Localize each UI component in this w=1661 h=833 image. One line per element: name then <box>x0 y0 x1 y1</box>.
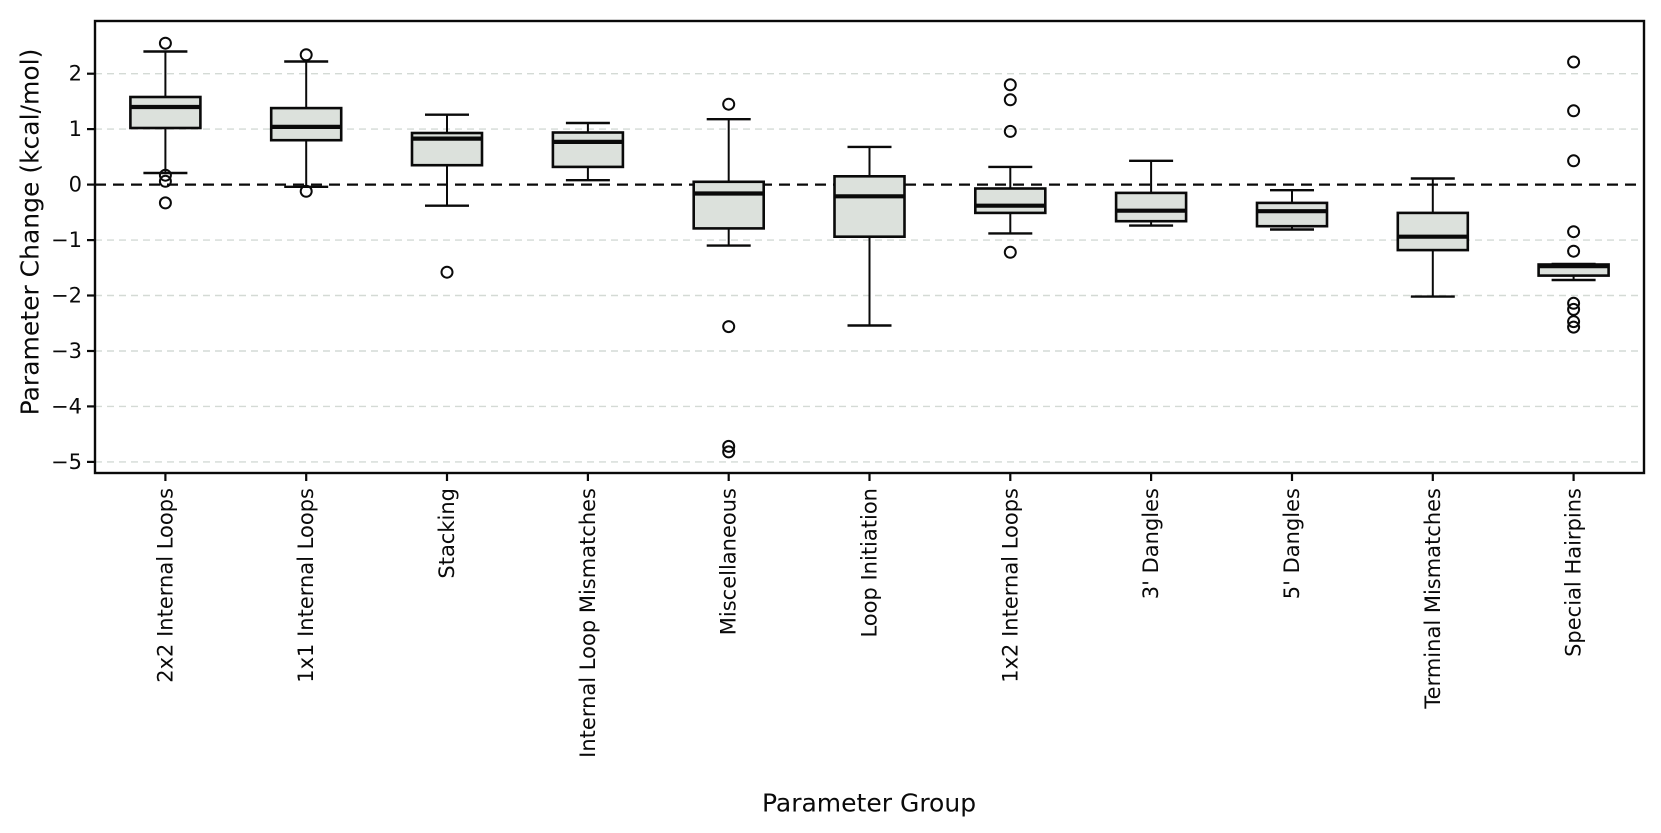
y-tick-label: 2 <box>69 62 82 86</box>
outlier-point <box>158 168 172 182</box>
outlier-point <box>1003 124 1017 138</box>
x-tick-label: 1x2 Internal Loops <box>998 488 1022 683</box>
outlier-point <box>1567 104 1581 118</box>
iqr-box <box>269 106 343 142</box>
outlier-point <box>1567 320 1581 334</box>
boxplot-group <box>973 78 1047 259</box>
outlier-point <box>158 36 172 50</box>
x-tick-label: Terminal Mismatches <box>1421 488 1445 710</box>
iqr-box <box>1255 201 1329 228</box>
boxplot-group <box>1114 159 1188 227</box>
boxplot-group <box>1255 188 1329 231</box>
x-tick-label: 2x2 Internal Loops <box>153 488 177 683</box>
outlier-point <box>299 48 313 62</box>
boxplot-group <box>269 48 343 198</box>
boxplot-group <box>1537 55 1610 334</box>
iqr-box <box>1114 191 1188 223</box>
outlier-point <box>1567 296 1581 310</box>
outlier-point <box>1567 315 1581 329</box>
iqr-box <box>973 187 1047 215</box>
outlier-point <box>158 174 172 188</box>
x-tick-label: 3' Dangles <box>1139 488 1163 599</box>
outlier-point <box>158 196 172 210</box>
outlier-point <box>1003 78 1017 92</box>
outlier-point <box>722 445 736 459</box>
iqr-box <box>833 175 906 239</box>
iqr-box <box>129 95 202 130</box>
y-tick-label: −2 <box>51 284 82 308</box>
y-tick-label: −4 <box>51 394 82 418</box>
y-tick-label: −1 <box>51 228 82 252</box>
iqr-box <box>551 131 625 169</box>
y-axis-title: Parameter Change (kcal/mol) <box>15 48 45 416</box>
y-tick-label: 1 <box>69 117 82 141</box>
x-tick-label: Loop Initiation <box>858 488 882 638</box>
y-tick-label: −5 <box>51 450 82 474</box>
y-tick-label: 0 <box>69 173 82 197</box>
y-tick-label: −3 <box>51 339 82 363</box>
outlier-point <box>1567 244 1581 258</box>
boxplot-group <box>833 145 906 327</box>
boxplot-group <box>410 113 484 279</box>
x-tick-label: Stacking <box>435 488 459 579</box>
outlier-point <box>440 265 454 279</box>
x-tick-label: 5' Dangles <box>1280 488 1304 599</box>
outlier-point <box>722 97 736 111</box>
outlier-point <box>1003 245 1017 259</box>
boxplot-group <box>1396 177 1470 298</box>
x-tick-label: Miscellaneous <box>717 488 741 635</box>
boxplot-group <box>551 121 625 182</box>
x-tick-label: Special Hairpins <box>1562 488 1586 657</box>
outlier-point <box>1003 93 1017 107</box>
x-tick-label: Internal Loop Mismatches <box>576 488 600 758</box>
outlier-point <box>1567 55 1581 69</box>
boxplot-group <box>692 97 766 459</box>
outlier-point <box>1567 154 1581 168</box>
boxplot-group <box>129 36 202 210</box>
iqr-box <box>692 180 766 230</box>
outlier-point <box>1567 302 1581 316</box>
outlier-point <box>722 439 736 453</box>
x-axis-title: Parameter Group <box>761 788 977 818</box>
iqr-box <box>1396 211 1470 252</box>
outlier-point <box>1567 225 1581 239</box>
outlier-point <box>299 184 313 198</box>
outlier-point <box>722 320 736 334</box>
x-tick-label: 1x1 Internal Loops <box>294 488 318 683</box>
